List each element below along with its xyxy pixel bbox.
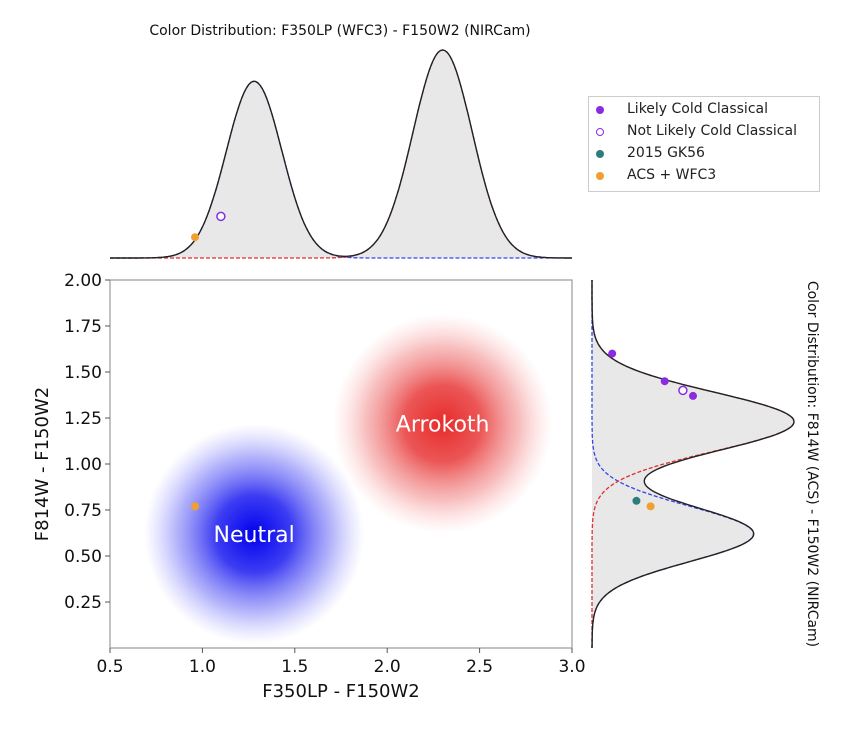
data-point	[689, 391, 697, 400]
legend-marker-2015-gk56	[596, 150, 604, 158]
regions-layer: Neutral Arrokoth	[144, 313, 553, 644]
x-tick-label: 1.5	[281, 657, 308, 677]
data-point	[632, 496, 641, 505]
x-ticks: 0.5 1.0 1.5 2.0 2.5 3.0	[96, 648, 586, 677]
legend-item: Likely Cold Classical	[589, 100, 819, 120]
y-tick-label: 1.50	[64, 363, 102, 383]
top-density-fill	[110, 50, 572, 258]
legend-label: 2015 GK56	[627, 145, 705, 161]
legend-label: ACS + WFC3	[627, 167, 717, 183]
right-density-fill	[592, 280, 794, 648]
x-tick-label: 2.0	[374, 657, 401, 677]
data-point	[608, 349, 617, 358]
region-arrokoth	[332, 313, 553, 534]
top-density-curve	[110, 49, 572, 259]
legend-label: Likely Cold Classical	[627, 101, 768, 117]
legend-marker-acs-wfc3	[596, 172, 604, 180]
main-points	[191, 502, 200, 511]
top-marginal-plot	[110, 49, 572, 259]
data-point	[678, 385, 688, 396]
y-tick-label: 2.00	[64, 271, 102, 291]
legend-item: 2015 GK56	[589, 144, 819, 164]
legend-item: Not Likely Cold Classical	[589, 122, 819, 142]
right-density-curve	[591, 280, 795, 648]
legend-item: ACS + WFC3	[589, 166, 819, 186]
y-tick-label: 1.00	[64, 455, 102, 475]
region-label: Arrokoth	[396, 413, 490, 438]
top-marginal-title: Color Distribution: F350LP (WFC3) - F150…	[149, 23, 530, 39]
right-marginal-plot	[591, 280, 795, 648]
y-axis-label: F814W - F150W2	[32, 387, 53, 541]
y-tick-label: 1.25	[64, 409, 102, 429]
legend-label: Not Likely Cold Classical	[627, 123, 797, 139]
legend-marker-not-likely-cold-classical	[596, 128, 604, 136]
data-point	[646, 502, 655, 511]
top-component-red	[110, 49, 572, 259]
x-axis-label: F350LP - F150W2	[262, 681, 420, 702]
data-point	[191, 233, 200, 242]
legend-marker-likely-cold-classical	[596, 106, 604, 114]
y-tick-label: 0.50	[64, 547, 102, 567]
legend: Likely Cold Classical Not Likely Cold Cl…	[588, 96, 820, 192]
x-tick-label: 2.5	[466, 657, 493, 677]
y-tick-label: 0.75	[64, 501, 102, 521]
x-tick-label: 0.5	[96, 657, 123, 677]
data-point	[216, 211, 226, 222]
y-ticks: 0.25 0.50 0.75 1.00 1.25 1.50 1.75 2.00	[64, 271, 110, 613]
data-point	[191, 502, 200, 511]
y-tick-label: 0.25	[64, 593, 102, 613]
data-point	[660, 377, 669, 386]
y-tick-label: 1.75	[64, 317, 102, 337]
x-tick-label: 3.0	[558, 657, 585, 677]
right-component-neutral	[591, 280, 755, 648]
region-neutral	[144, 423, 365, 644]
region-label: Neutral	[214, 523, 295, 548]
x-tick-label: 1.0	[189, 657, 216, 677]
right-marginal-title: Color Distribution: F814W (ACS) - F150W2…	[804, 281, 820, 647]
